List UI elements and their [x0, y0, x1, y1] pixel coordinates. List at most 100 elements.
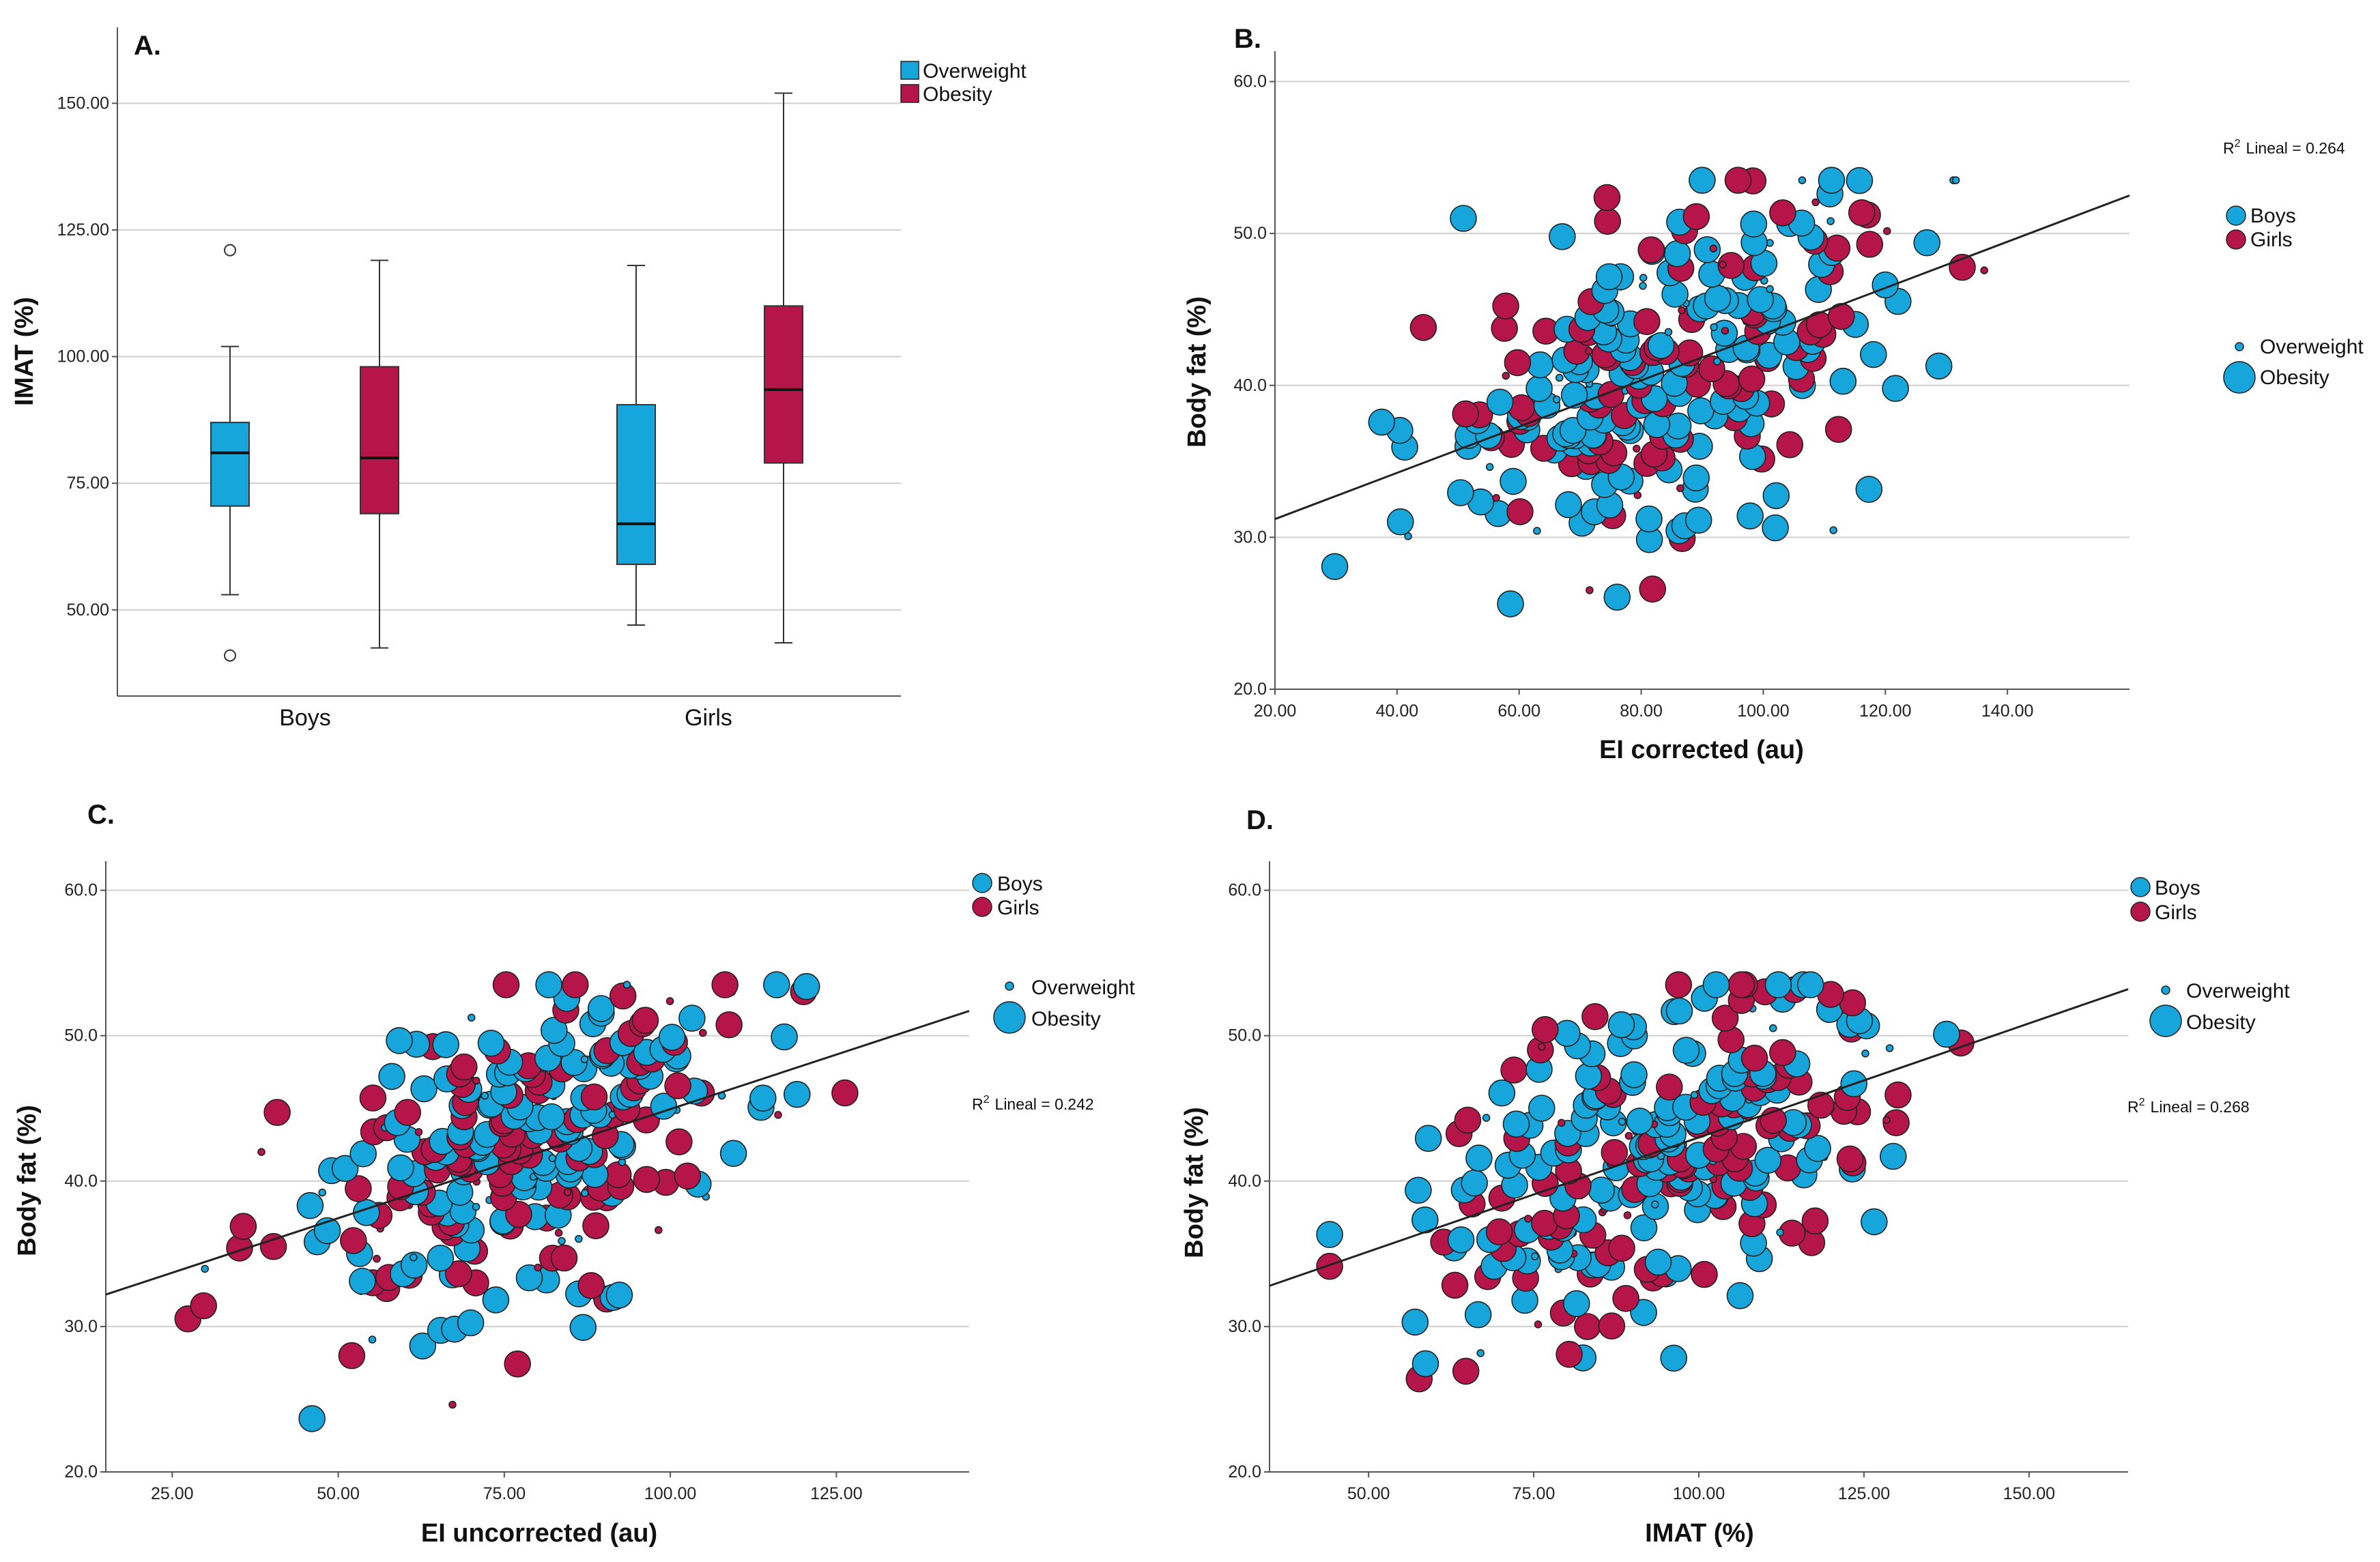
- x-tick-label: 25.00: [151, 1484, 194, 1503]
- data-point: [1387, 508, 1414, 536]
- data-point: [1861, 1050, 1869, 1058]
- data-point: [1856, 231, 1884, 258]
- data-point: [1635, 505, 1663, 533]
- data-point: [1884, 1081, 1912, 1109]
- data-point: [1764, 971, 1792, 998]
- outlier-point: [224, 244, 236, 257]
- data-point: [561, 971, 589, 998]
- y-tick-label: 20.0: [1233, 680, 1267, 699]
- data-point: [1769, 1039, 1796, 1067]
- data-point: [1647, 332, 1675, 360]
- data-point: [1500, 1056, 1528, 1084]
- data-point: [719, 1140, 747, 1167]
- legend-marker-girls: [2226, 229, 2246, 250]
- legend: Overweight Obesity: [900, 60, 1027, 106]
- data-point: [1533, 527, 1541, 535]
- x-tick-label: 75.00: [1512, 1484, 1555, 1503]
- data-point: [580, 1083, 608, 1111]
- data-point: [711, 971, 739, 998]
- y-tick-label: 50.00: [66, 601, 109, 620]
- data-point: [1776, 431, 1804, 459]
- data-point: [1486, 388, 1514, 416]
- legend-marker-girls: [2130, 901, 2151, 922]
- y-axis-label: Body fat (%): [13, 1105, 42, 1256]
- data-point: [1618, 1118, 1626, 1126]
- data-point: [1560, 381, 1588, 409]
- data-point: [1575, 1062, 1603, 1090]
- panel-b-label: B.: [1234, 24, 1261, 54]
- data-point: [580, 1055, 589, 1064]
- data-point: [339, 1227, 367, 1254]
- data-point: [587, 995, 615, 1022]
- y-tick-label: 30.0: [64, 1317, 98, 1336]
- data-point: [1824, 416, 1852, 444]
- y-tick-label: 40.0: [64, 1172, 98, 1191]
- data-point: [450, 1053, 478, 1081]
- y-tick-label: 60.0: [1233, 72, 1267, 91]
- data-point: [229, 1213, 257, 1240]
- data-point: [548, 1154, 557, 1162]
- y-tick-label: 60.0: [64, 881, 98, 900]
- data-point: [482, 1286, 510, 1314]
- x-tick-label: 20.00: [1254, 702, 1297, 721]
- y-tick-label: 50.0: [1228, 1026, 1261, 1045]
- data-point: [1740, 1044, 1768, 1072]
- data-point: [1316, 1221, 1343, 1248]
- x-tick-label: 75.00: [483, 1484, 526, 1503]
- data-point: [1801, 1207, 1829, 1234]
- data-point: [605, 1282, 633, 1309]
- data-point: [1612, 1285, 1639, 1312]
- data-point: [1637, 236, 1665, 264]
- data-point: [448, 1400, 457, 1409]
- y-tick-label: 50.0: [1233, 224, 1267, 243]
- data-point: [1702, 971, 1730, 998]
- data-point: [1713, 357, 1721, 366]
- data-point: [1678, 306, 1686, 315]
- data-point: [1848, 199, 1876, 227]
- legend: Boys Girls Overweight Obesity: [972, 873, 1135, 1034]
- data-point: [1663, 240, 1691, 267]
- data-point: [1552, 395, 1561, 404]
- data-point: [1709, 244, 1718, 253]
- legend-label-girls: Girls: [997, 897, 1040, 919]
- data-point: [298, 1405, 326, 1432]
- data-point: [1368, 408, 1396, 436]
- y-tick-label: 75.00: [66, 474, 109, 493]
- box-iqr: [616, 404, 656, 565]
- box-iqr: [210, 422, 250, 507]
- data-point: [410, 1253, 418, 1262]
- data-point: [457, 1309, 485, 1337]
- data-point: [472, 1202, 481, 1211]
- data-point: [1321, 553, 1349, 581]
- category-label-boys: Boys: [279, 705, 331, 731]
- data-point: [1525, 375, 1553, 403]
- x-axis-label: IMAT (%): [1645, 1519, 1754, 1548]
- data-point: [1633, 444, 1641, 453]
- data-point: [1558, 1118, 1566, 1127]
- x-tick-label: 100.00: [644, 1484, 696, 1503]
- legend-marker-overweight: [2161, 985, 2170, 995]
- data-point: [410, 1075, 438, 1103]
- fit-line: [105, 1010, 970, 1296]
- data-point: [784, 1081, 811, 1108]
- data-point: [678, 1004, 706, 1032]
- data-point: [1405, 1176, 1432, 1204]
- data-point: [1454, 1106, 1482, 1134]
- data-point: [1665, 997, 1693, 1025]
- legend-marker-obesity: [2223, 361, 2256, 394]
- data-point: [1506, 498, 1534, 525]
- data-point: [665, 997, 674, 1005]
- data-point: [1447, 1226, 1475, 1254]
- legend-label-obesity: Obesity: [2260, 366, 2329, 389]
- data-point: [257, 1148, 266, 1156]
- data-point: [1818, 167, 1846, 194]
- x-tick-label: 140.00: [1981, 702, 2033, 721]
- data-point: [1738, 365, 1766, 393]
- data-point: [1485, 1218, 1513, 1245]
- legend-label-overweight: Overweight: [2186, 980, 2290, 1002]
- data-point: [1691, 1260, 1718, 1288]
- data-point: [1811, 198, 1820, 207]
- box-obesity-girls: [764, 92, 803, 644]
- legend-label-obesity: Obesity: [923, 83, 992, 106]
